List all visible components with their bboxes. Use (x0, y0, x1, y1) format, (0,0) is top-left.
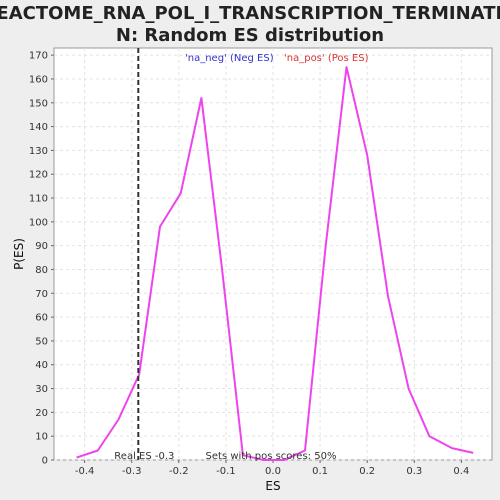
y-tick-label: 150 (29, 98, 48, 109)
chart-title-line-1: REACTOME_RNA_POL_I_TRANSCRIPTION_TERMINA… (0, 3, 500, 24)
y-tick-label: 60 (35, 313, 48, 324)
x-tick-label: -0.3 (122, 466, 142, 477)
y-tick-label: 10 (35, 432, 48, 443)
x-tick-label: 0.2 (359, 466, 375, 477)
x-tick-label: -0.1 (216, 466, 236, 477)
real-es-label: Real ES -0.3 (114, 451, 174, 462)
y-tick-label: 110 (29, 194, 48, 205)
x-axis-ticks: -0.4 -0.3 -0.2 -0.1 0.0 0.1 0.2 0.3 0.4 (75, 460, 469, 477)
legend-pos-es: 'na_pos' (Pos ES) (284, 53, 369, 64)
y-tick-label: 90 (35, 241, 48, 252)
y-tick-label: 160 (29, 74, 48, 85)
y-axis-label: P(ES) (12, 238, 26, 270)
x-tick-label: 0.4 (453, 466, 469, 477)
x-tick-label: 0.1 (312, 466, 328, 477)
y-tick-label: 30 (35, 384, 48, 395)
y-tick-label: 100 (29, 217, 48, 228)
x-tick-label: 0.3 (406, 466, 422, 477)
x-axis-label: ES (265, 479, 280, 493)
grid-lines (54, 48, 492, 461)
y-tick-label: 140 (29, 122, 48, 133)
y-tick-label: 130 (29, 146, 48, 157)
x-tick-label: 0.0 (265, 466, 281, 477)
y-tick-label: 0 (42, 456, 48, 467)
x-tick-label: -0.4 (75, 466, 95, 477)
y-tick-label: 120 (29, 170, 48, 181)
legend-neg-es: 'na_neg' (Neg ES) (185, 53, 274, 64)
series-layer (76, 66, 474, 461)
y-tick-label: 40 (35, 360, 48, 371)
es-distribution-line (76, 66, 474, 461)
y-tick-label: 170 (29, 51, 48, 62)
y-tick-label: 70 (35, 289, 48, 300)
chart-title-line-2: N: Random ES distribution (116, 25, 384, 46)
y-tick-label: 50 (35, 336, 48, 347)
y-tick-label: 80 (35, 265, 48, 276)
y-tick-label: 20 (35, 408, 48, 419)
x-tick-label: -0.2 (169, 466, 189, 477)
y-axis-ticks: 0 10 20 30 40 50 60 70 80 90 100 110 120 130 140 150 160… (29, 51, 54, 467)
pos-scores-annotation: Sets with pos scores: 50% (206, 451, 337, 462)
